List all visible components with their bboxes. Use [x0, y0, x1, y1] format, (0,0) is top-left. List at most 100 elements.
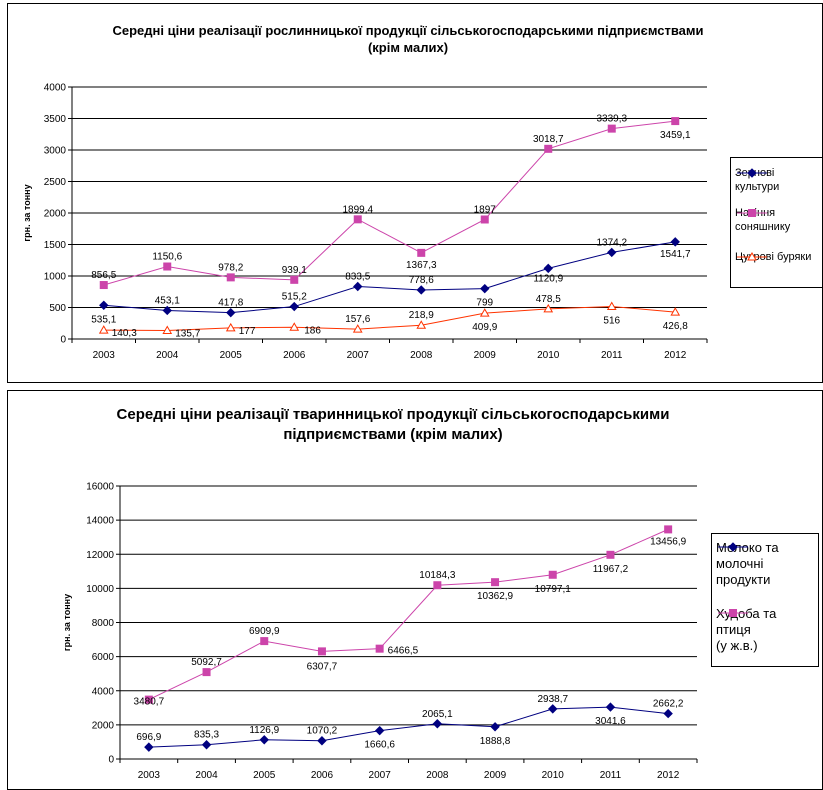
y-tick-label: 10000: [86, 584, 114, 595]
data-point: [201, 740, 212, 750]
data-label: 1070,2: [307, 726, 338, 737]
data-point: [259, 735, 269, 745]
legend-marker: [728, 542, 738, 552]
axes: 0 2000 4000 6000 8000 10000 12000 14000 16000 200…: [86, 482, 698, 781]
chart-plot: 0 500 1000 1500 2000 2500 3000 3500 4000 2003 2004…: [22, 83, 708, 361]
data-label: 177: [239, 326, 256, 337]
legend-label-line: (у ж.в.): [716, 638, 758, 653]
data-label: 426,8: [663, 321, 688, 332]
data-label: 978,2: [218, 262, 243, 273]
data-point: [670, 237, 680, 247]
chart-plot: 0 2000 4000 6000 8000 10000 12000 14000 16000 200…: [62, 482, 698, 781]
data-label: 1120,9: [533, 273, 563, 284]
livestock-prices-chart: Середні ціни реалізації тваринницької пр…: [7, 390, 823, 790]
data-point: [98, 325, 109, 334]
data-point: [289, 322, 300, 331]
x-tick-label: 2009: [484, 770, 507, 781]
chart-title-line2: (крім малих): [367, 40, 449, 55]
data-label: 939,1: [282, 265, 307, 276]
series-line: [103, 120, 676, 286]
data-point: [317, 647, 326, 656]
data-point: [548, 704, 558, 714]
legend-item: Насіннясоняшнику: [735, 206, 790, 234]
data-label: 3339,3: [596, 114, 627, 125]
data-point: [375, 644, 384, 653]
y-tick-label: 16000: [86, 482, 114, 493]
data-label: 1541,7: [660, 249, 691, 260]
series-2: 856,5 1150,6 978,2 939,1 1899,4 1367,3 1897 301…: [91, 114, 691, 290]
legend-label-line: соняшнику: [735, 221, 791, 233]
x-tick-label: 2005: [253, 770, 276, 781]
data-label: 135,7: [175, 328, 200, 339]
data-label: 1150,6: [152, 252, 182, 263]
data-label: 3459,1: [660, 130, 691, 141]
x-tick-label: 2009: [474, 350, 497, 361]
x-tick-label: 2011: [601, 350, 623, 361]
y-tick-label: 1500: [44, 240, 67, 251]
data-label: 516: [603, 315, 620, 326]
x-tick-label: 2006: [311, 770, 334, 781]
x-tick-label: 2010: [542, 770, 565, 781]
data-label: 1899,4: [342, 204, 373, 215]
legend-label-line: культури: [735, 181, 780, 193]
data-point: [432, 719, 443, 729]
data-label: 1888,8: [480, 736, 511, 747]
legend-item: Зерновікультури: [735, 166, 779, 194]
legend-marker: [747, 168, 757, 178]
data-label: 417,8: [218, 298, 243, 309]
x-tick-label: 2006: [283, 350, 306, 361]
data-label: 186: [304, 325, 321, 336]
data-label: 535,1: [91, 314, 116, 325]
y-axis-label: грн. за тонну: [62, 594, 72, 651]
data-point: [99, 300, 109, 310]
data-point: [544, 144, 553, 153]
x-tick-label: 2004: [156, 350, 179, 361]
data-label: 3480,7: [134, 697, 165, 708]
data-point: [353, 215, 362, 224]
y-tick-label: 12000: [86, 550, 114, 561]
data-point: [202, 668, 211, 677]
gridlines: [120, 485, 697, 726]
gridlines: [72, 86, 707, 308]
data-point: [480, 283, 490, 294]
series-1: 535,1 453,1 417,8 515,2 833,5 778,6 799 1120,9 1…: [91, 237, 691, 325]
data-label: 11967,2: [593, 564, 629, 575]
x-tick-label: 2005: [220, 350, 243, 361]
data-point: [480, 215, 489, 224]
series-line: [148, 528, 669, 701]
chart-title: Середні ціни реалізації рослинницької пр…: [48, 22, 768, 56]
data-label: 6307,7: [307, 661, 338, 672]
data-label: 1374,2: [596, 237, 627, 248]
data-label: 856,5: [91, 270, 116, 281]
legend-marker: [747, 251, 757, 261]
x-tick-label: 2008: [426, 770, 449, 781]
legend-swatch: [718, 542, 748, 552]
data-point: [606, 550, 615, 559]
y-tick-label: 8000: [92, 618, 115, 629]
data-label: 6909,9: [249, 626, 280, 637]
data-point: [289, 301, 299, 312]
data-point: [144, 742, 154, 752]
y-tick-label: 2000: [44, 209, 67, 220]
axes: 0 500 1000 1500 2000 2500 3000 3500 4000 2003 2004…: [44, 83, 708, 361]
chart-title-line1: Середні ціни реалізації рослинницької пр…: [112, 23, 704, 38]
data-point: [479, 308, 490, 317]
data-label: 10362,9: [477, 591, 514, 602]
x-tick-label: 2007: [369, 770, 392, 781]
data-label: 13456,9: [650, 536, 687, 547]
x-tick-label: 2010: [537, 350, 560, 361]
chart-legend: Зерновікультури Насіннясоняшнику Цукрові б…: [730, 157, 822, 288]
data-label: 2065,1: [422, 709, 453, 720]
y-tick-label: 6000: [92, 652, 115, 663]
y-tick-label: 3000: [44, 146, 67, 157]
data-label: 10797,1: [535, 584, 572, 595]
data-label: 515,2: [282, 292, 307, 303]
legend-swatch: [718, 609, 748, 617]
data-point: [99, 281, 108, 290]
y-tick-label: 14000: [86, 516, 114, 527]
legend-swatch: [737, 209, 767, 217]
data-label: 478,5: [536, 294, 561, 305]
series-3: 140,3 135,7 177 186 157,6 218,9 409,9 478,5 516 4…: [98, 294, 688, 339]
data-label: 2938,7: [537, 694, 568, 705]
data-point: [317, 736, 327, 746]
